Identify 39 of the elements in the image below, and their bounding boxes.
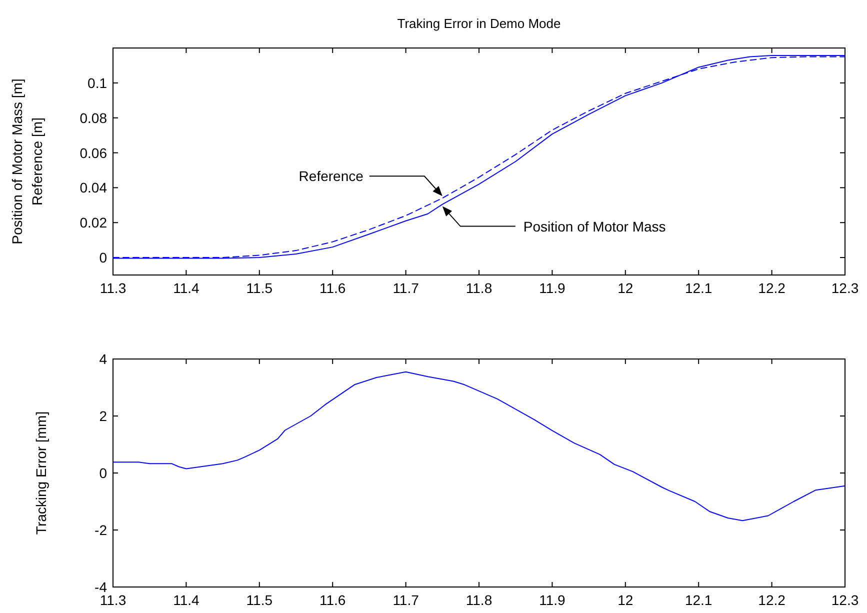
x-tick-label: 11.5 (246, 280, 273, 296)
y-tick-label: 0 (99, 465, 108, 481)
y-tick-label: 0 (99, 250, 108, 266)
x-tick-label: 11.9 (539, 592, 566, 608)
y-tick-label: -4 (94, 579, 108, 595)
x-tick-label: 12.1 (684, 280, 712, 296)
annotation: Reference (298, 168, 364, 184)
y-tick-label: -2 (94, 522, 108, 538)
x-tick-label: 11.6 (319, 280, 346, 296)
x-tick-label: 12.1 (684, 592, 712, 608)
x-tick-label: 11.6 (319, 592, 346, 608)
x-tick-label: 11.7 (392, 592, 420, 608)
y-axis-title: Position of Motor Mass [m] Reference [m] (9, 78, 45, 244)
x-tick-label: 11.5 (246, 592, 273, 608)
x-tick-label: 11.3 (100, 280, 126, 296)
x-tick-label: 12.2 (758, 280, 786, 296)
y-tick-label: 0.08 (80, 110, 108, 126)
x-tick-label: 11.9 (539, 280, 566, 296)
x-tick-label: 12 (618, 280, 634, 296)
x-tick-label: 11.7 (392, 280, 420, 296)
y-tick-label: 0.06 (80, 144, 108, 161)
y-tick-label: 0.02 (80, 214, 108, 231)
x-tick-label: 11.8 (466, 280, 492, 296)
x-tick-label: 12 (618, 592, 634, 608)
x-tick-label: 12.3 (831, 592, 859, 608)
x-tick-label: 11.4 (173, 592, 200, 608)
line-series (112, 371, 846, 522)
x-tick-label: 11.8 (466, 592, 492, 608)
x-tick-label: 11.4 (173, 280, 200, 296)
y-tick-label: 4 (99, 351, 108, 367)
annotation: Position of Motor Mass (523, 218, 666, 234)
x-tick-label: 12.2 (758, 592, 786, 608)
y-tick-label: 0.04 (80, 180, 108, 196)
y-tick-label: 0.1 (88, 74, 108, 91)
chart-title: Traking Error in Demo Mode (397, 16, 561, 31)
y-tick-label: 2 (99, 408, 108, 424)
x-tick-label: 11.3 (100, 592, 126, 608)
y-axis-title: Tracking Error [mm] (33, 411, 49, 535)
x-tick-label: 12.3 (831, 280, 859, 296)
